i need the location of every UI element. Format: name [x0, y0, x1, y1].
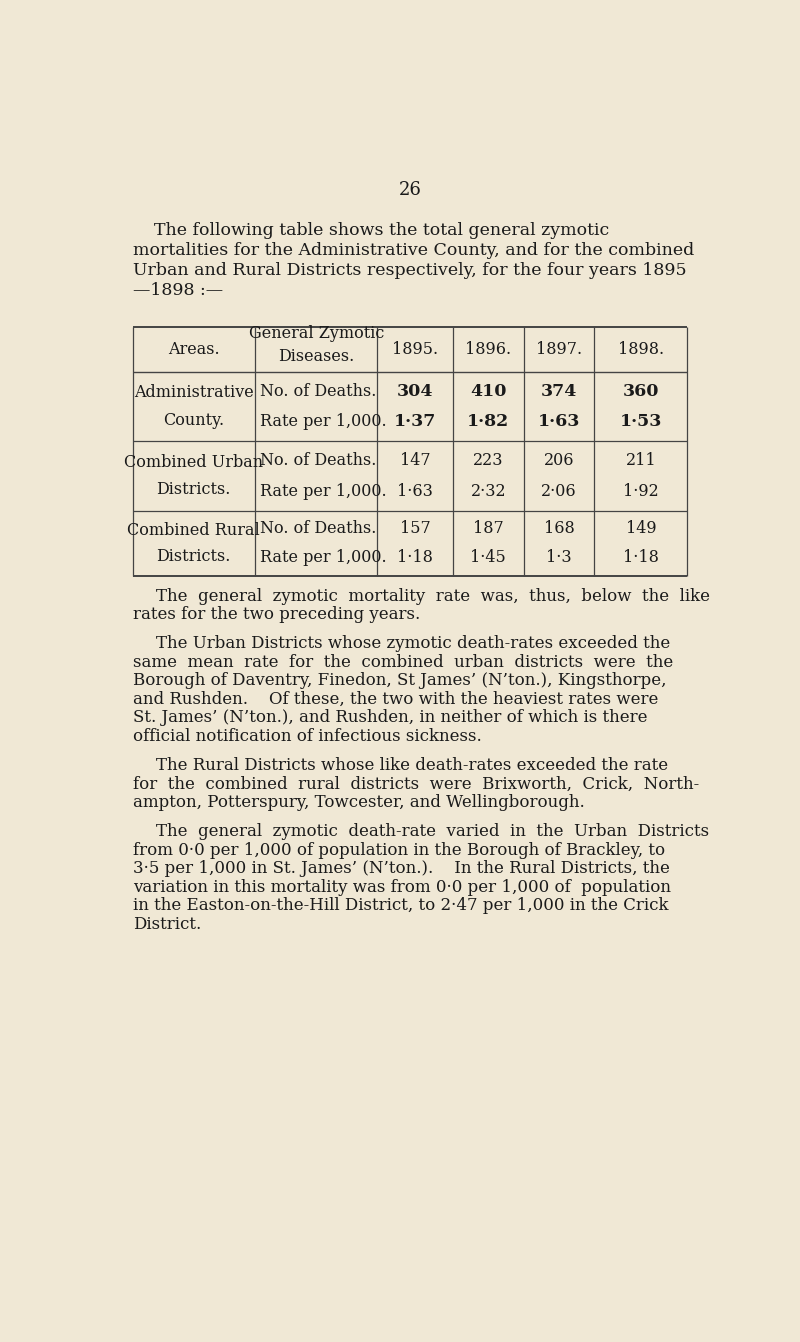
- Text: Rate per 1,000.: Rate per 1,000.: [261, 483, 387, 499]
- Text: No. of Deaths.: No. of Deaths.: [261, 452, 377, 470]
- Text: St. James’ (N’ton.), and Rushden, in neither of which is there: St. James’ (N’ton.), and Rushden, in nei…: [133, 710, 647, 726]
- Text: 1897.: 1897.: [536, 341, 582, 358]
- Text: General Zymotic
Diseases.: General Zymotic Diseases.: [249, 325, 384, 365]
- Text: The Rural Districts whose like death-rates exceeded the rate: The Rural Districts whose like death-rat…: [156, 757, 668, 774]
- Text: 206: 206: [544, 452, 574, 470]
- Text: —1898 :—: —1898 :—: [133, 282, 222, 299]
- Text: 3·5 per 1,000 in St. James’ (N’ton.).    In the Rural Districts, the: 3·5 per 1,000 in St. James’ (N’ton.). In…: [133, 860, 670, 878]
- Text: Areas.: Areas.: [168, 341, 219, 358]
- Text: official notification of infectious sickness.: official notification of infectious sick…: [133, 727, 482, 745]
- Text: 1895.: 1895.: [392, 341, 438, 358]
- Text: and Rushden.    Of these, the two with the heaviest rates were: and Rushden. Of these, the two with the …: [133, 691, 658, 707]
- Text: variation in this mortality was from 0·0 per 1,000 of  population: variation in this mortality was from 0·0…: [133, 879, 670, 895]
- Text: mortalities for the Administrative County, and for the combined: mortalities for the Administrative Count…: [133, 242, 694, 259]
- Text: 168: 168: [544, 521, 574, 537]
- Text: 410: 410: [470, 382, 506, 400]
- Text: Rate per 1,000.: Rate per 1,000.: [261, 413, 387, 431]
- Text: The  general  zymotic  mortality  rate  was,  thus,  below  the  like: The general zymotic mortality rate was, …: [156, 588, 710, 605]
- Text: in the Easton-on-the-Hill District, to 2·47 per 1,000 in the Crick: in the Easton-on-the-Hill District, to 2…: [133, 898, 668, 914]
- Text: 1·63: 1·63: [397, 483, 433, 499]
- Text: Urban and Rural Districts respectively, for the four years 1895: Urban and Rural Districts respectively, …: [133, 262, 686, 279]
- Text: from 0·0 per 1,000 of population in the Borough of Brackley, to: from 0·0 per 1,000 of population in the …: [133, 841, 665, 859]
- Text: 2·32: 2·32: [470, 483, 506, 499]
- Text: 360: 360: [622, 382, 659, 400]
- Text: 1·82: 1·82: [467, 413, 510, 431]
- Text: 1·63: 1·63: [538, 413, 580, 431]
- Text: 223: 223: [473, 452, 503, 470]
- Text: 211: 211: [626, 452, 656, 470]
- Text: ampton, Potterspury, Towcester, and Wellingborough.: ampton, Potterspury, Towcester, and Well…: [133, 794, 584, 811]
- Text: No. of Deaths.: No. of Deaths.: [261, 521, 377, 537]
- Text: 1·53: 1·53: [620, 413, 662, 431]
- Text: District.: District.: [133, 915, 201, 933]
- Text: for  the  combined  rural  districts  were  Brixworth,  Crick,  North-: for the combined rural districts were Br…: [133, 776, 699, 793]
- Text: 26: 26: [398, 181, 422, 200]
- Text: 1·37: 1·37: [394, 413, 436, 431]
- Text: 1898.: 1898.: [618, 341, 664, 358]
- Text: Administrative: Administrative: [134, 384, 254, 401]
- Text: 1·18: 1·18: [397, 549, 433, 566]
- Text: 1·18: 1·18: [623, 549, 659, 566]
- Text: 149: 149: [626, 521, 656, 537]
- Text: rates for the two preceding years.: rates for the two preceding years.: [133, 607, 420, 623]
- Text: Rate per 1,000.: Rate per 1,000.: [261, 549, 387, 566]
- Text: same  mean  rate  for  the  combined  urban  districts  were  the: same mean rate for the combined urban di…: [133, 654, 673, 671]
- Text: Combined Rural: Combined Rural: [127, 522, 260, 538]
- Text: The following table shows the total general zymotic: The following table shows the total gene…: [154, 221, 610, 239]
- Text: 1·3: 1·3: [546, 549, 572, 566]
- Text: The  general  zymotic  death-rate  varied  in  the  Urban  Districts: The general zymotic death-rate varied in…: [156, 823, 709, 840]
- Text: 1·92: 1·92: [623, 483, 659, 499]
- Text: 157: 157: [400, 521, 430, 537]
- Text: 2·06: 2·06: [542, 483, 577, 499]
- Text: 1896.: 1896.: [466, 341, 511, 358]
- Text: 187: 187: [473, 521, 504, 537]
- Text: 1·45: 1·45: [470, 549, 506, 566]
- Text: 147: 147: [400, 452, 430, 470]
- Text: Borough of Daventry, Finedon, St James’ (N’ton.), Kingsthorpe,: Borough of Daventry, Finedon, St James’ …: [133, 672, 666, 690]
- Text: 374: 374: [541, 382, 578, 400]
- Text: Combined Urban: Combined Urban: [124, 454, 263, 471]
- Text: The Urban Districts whose zymotic death-rates exceeded the: The Urban Districts whose zymotic death-…: [156, 635, 670, 652]
- Text: Districts.: Districts.: [157, 482, 231, 498]
- Text: County.: County.: [163, 412, 224, 429]
- Text: Districts.: Districts.: [157, 548, 231, 565]
- Text: No. of Deaths.: No. of Deaths.: [261, 382, 377, 400]
- Text: 304: 304: [397, 382, 434, 400]
